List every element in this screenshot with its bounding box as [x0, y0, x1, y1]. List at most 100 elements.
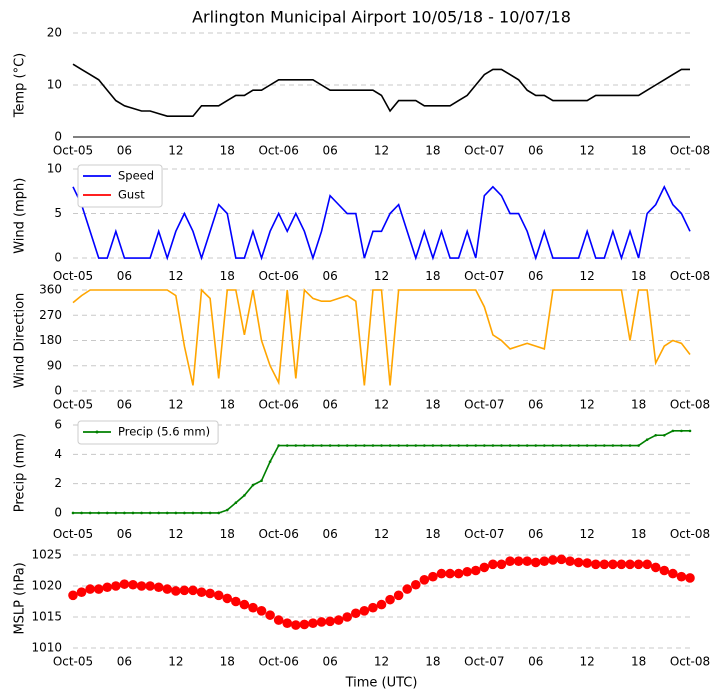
- y-tick-label: 90: [47, 358, 62, 372]
- point: [136, 581, 147, 591]
- point: [668, 568, 678, 579]
- series-marker: [140, 511, 143, 515]
- series-marker: [105, 511, 109, 515]
- point: [616, 559, 627, 570]
- series-marker: [123, 511, 126, 515]
- series-marker: [603, 444, 606, 447]
- series-marker: [337, 444, 340, 447]
- point: [556, 554, 567, 565]
- point: [650, 562, 661, 573]
- x-tick-label: 18: [220, 398, 235, 412]
- series-marker: [200, 511, 203, 515]
- point: [470, 565, 481, 576]
- y-tick-label: 6: [54, 418, 62, 432]
- point: [350, 608, 361, 619]
- x-tick-label: 06: [322, 398, 337, 412]
- x-tick-label: 12: [168, 655, 183, 669]
- x-tick-label: 18: [631, 144, 646, 158]
- point: [196, 587, 207, 597]
- x-tick-label: 18: [425, 398, 440, 412]
- series-marker: [680, 429, 683, 433]
- x-tick-label: Oct-08: [670, 144, 710, 158]
- x-tick-label: 18: [425, 144, 440, 158]
- point: [505, 556, 515, 566]
- x-tick-label: Oct-06: [258, 269, 298, 283]
- series-marker: [371, 444, 375, 447]
- x-tick-label: 18: [425, 269, 440, 283]
- series-marker: [294, 444, 298, 447]
- series-marker: [637, 444, 640, 447]
- x-tick-label: 12: [580, 655, 595, 669]
- y-axis-label: Wind Direction: [13, 293, 28, 389]
- x-tick-label: Oct-06: [258, 144, 298, 158]
- point: [402, 584, 413, 594]
- series-marker: [388, 444, 392, 447]
- x-tick-label: 06: [117, 527, 132, 541]
- point: [145, 581, 155, 591]
- point: [582, 558, 592, 568]
- y-tick-label: 0: [54, 130, 62, 144]
- point: [608, 559, 618, 570]
- point: [239, 599, 250, 610]
- point: [153, 582, 164, 593]
- series-marker: [225, 508, 229, 512]
- series-marker: [80, 511, 83, 515]
- chart-title: Arlington Municipal Airport 10/05/18 - 1…: [192, 8, 571, 27]
- series-marker: [688, 429, 692, 433]
- point: [530, 557, 541, 568]
- x-tick-label: 18: [631, 655, 646, 669]
- point: [188, 585, 198, 596]
- series-marker: [208, 511, 212, 515]
- series-marker: [397, 444, 400, 447]
- series-marker: [491, 444, 495, 447]
- series-marker: [671, 429, 675, 433]
- point: [496, 559, 507, 570]
- point: [522, 556, 532, 566]
- point: [333, 615, 344, 625]
- y-axis-label: Temp (°C): [13, 53, 28, 119]
- x-tick-label: Oct-07: [464, 144, 504, 158]
- x-tick-label: 06: [117, 144, 132, 158]
- point: [573, 557, 584, 568]
- x-tick-label: 18: [220, 144, 235, 158]
- point: [548, 555, 558, 565]
- point: [68, 590, 78, 601]
- x-tick-label: Oct-08: [670, 655, 710, 669]
- y-tick-label: 1015: [31, 610, 62, 624]
- series-marker: [662, 433, 666, 437]
- series-marker: [234, 501, 238, 505]
- series-marker: [500, 444, 503, 447]
- x-tick-label: 06: [117, 398, 132, 412]
- series-marker: [414, 444, 418, 447]
- point: [428, 571, 438, 582]
- x-tick-label: 06: [528, 398, 543, 412]
- series-marker: [251, 483, 255, 487]
- series-marker: [363, 444, 366, 447]
- series-marker: [654, 433, 658, 437]
- point: [342, 612, 353, 622]
- point: [222, 593, 233, 604]
- legend: Speed Gust: [77, 164, 163, 208]
- x-tick-label: 12: [374, 527, 389, 541]
- point: [308, 618, 318, 628]
- x-tick-label: Oct-08: [670, 269, 710, 283]
- series-marker: [88, 511, 92, 515]
- series-marker: [560, 444, 563, 447]
- point: [393, 590, 404, 601]
- series-marker: [285, 444, 289, 447]
- series-marker: [183, 511, 186, 515]
- series-marker: [551, 444, 555, 447]
- series-marker: [268, 460, 272, 463]
- series-marker: [611, 444, 615, 447]
- point: [299, 619, 310, 630]
- point: [102, 582, 113, 593]
- point: [171, 586, 181, 596]
- series-marker: [534, 444, 538, 447]
- point: [590, 559, 601, 570]
- y-tick-label: 10: [47, 78, 62, 92]
- point: [265, 610, 275, 620]
- point: [213, 590, 224, 601]
- x-tick-label: 06: [322, 269, 337, 283]
- x-tick-label: 06: [322, 144, 337, 158]
- x-tick-label: Oct-08: [670, 527, 710, 541]
